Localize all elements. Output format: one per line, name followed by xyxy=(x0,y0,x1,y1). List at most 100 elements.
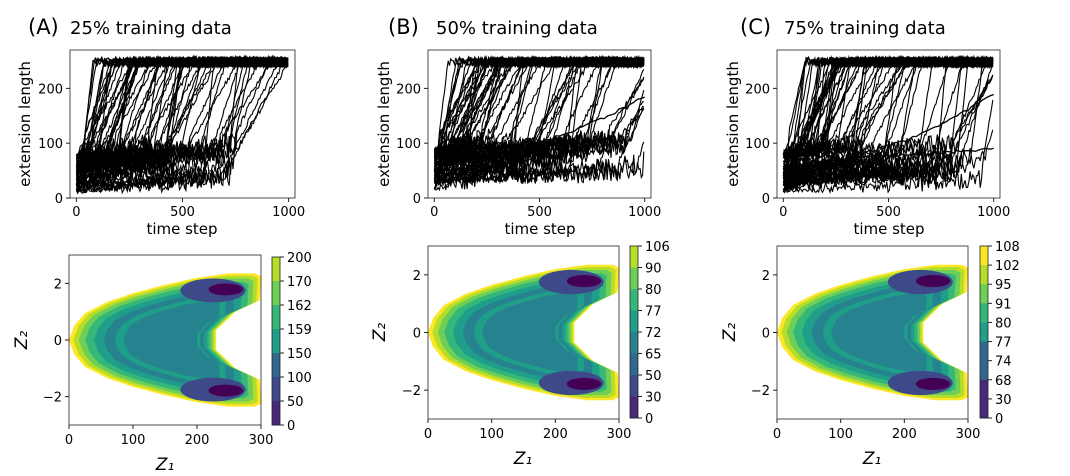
x-tick-label: 1000 xyxy=(628,205,661,220)
x-tick-label: 200 xyxy=(892,427,917,442)
y-tick-label: 2 xyxy=(54,277,62,292)
density-peak xyxy=(208,283,244,296)
trajectory-line xyxy=(782,75,994,182)
x-tick-label: 100 xyxy=(121,433,146,448)
panel-b-letter: (B) xyxy=(388,15,419,39)
x-tick-label: 500 xyxy=(170,205,195,220)
colorbar-segment xyxy=(630,332,638,354)
colorbar-tick-label: 90 xyxy=(645,262,662,277)
colorbar-segment xyxy=(980,322,988,343)
y-tick-label: 200 xyxy=(745,82,770,97)
colorbar-tick-label: 0 xyxy=(995,412,1003,427)
colorbar-segment xyxy=(272,377,280,402)
y-tick-label: 200 xyxy=(396,82,421,97)
colorbar-segment xyxy=(272,257,280,282)
colorbar-segment xyxy=(980,341,988,362)
colorbar-tick-label: 108 xyxy=(995,240,1020,255)
colorbar-segment xyxy=(272,401,280,426)
y-tick-label: 100 xyxy=(396,137,421,152)
colorbar-segment xyxy=(630,396,638,419)
colorbar-segment xyxy=(980,360,988,381)
colorbar-tick-label: 102 xyxy=(995,259,1020,274)
x-tick-label: 1000 xyxy=(272,205,305,220)
y-tick-label: 100 xyxy=(38,137,63,152)
trajectory-line xyxy=(782,54,994,178)
y-tick-label: 200 xyxy=(38,82,63,97)
trajectory-line xyxy=(75,55,289,195)
colorbar-segment xyxy=(980,246,988,266)
colorbar-segment xyxy=(980,284,988,304)
x-tick-label: 500 xyxy=(527,205,552,220)
trajectory-line xyxy=(782,100,994,195)
y-axis-label: extension length xyxy=(16,61,34,187)
colorbar-tick-label: 74 xyxy=(995,355,1012,370)
x-tick-label: 0 xyxy=(65,433,73,448)
x-tick-label: 300 xyxy=(249,433,274,448)
y-axis-label: extension length xyxy=(375,61,393,187)
colorbar-tick-label: 77 xyxy=(995,336,1012,351)
colorbar-segment xyxy=(980,265,988,285)
colorbar-tick-label: 0 xyxy=(645,412,653,427)
colorbar-segment xyxy=(630,375,638,397)
colorbar-segment xyxy=(630,310,638,333)
colorbar-tick-label: 0 xyxy=(287,419,295,434)
density-peak xyxy=(915,377,951,391)
colorbar-tick-label: 80 xyxy=(645,283,662,298)
density-peak xyxy=(566,274,602,288)
colorbar-tick-label: 72 xyxy=(645,326,662,341)
panel-b-title: 50% training data xyxy=(436,18,598,39)
y-tick-label: −2 xyxy=(402,384,421,399)
panel-c-title: 75% training data xyxy=(784,18,946,39)
colorbar-segment xyxy=(980,379,988,400)
panel-c-letter: (C) xyxy=(740,15,771,39)
colorbar-tick-label: 150 xyxy=(287,347,312,362)
density-contour xyxy=(839,298,920,367)
colorbar-segment xyxy=(630,289,638,311)
y-tick-label: 0 xyxy=(413,192,421,207)
colorbar-segment xyxy=(980,303,988,323)
x-axis-label: time step xyxy=(146,220,217,238)
x-tick-label: 100 xyxy=(479,427,504,442)
y-tick-label: −2 xyxy=(751,384,770,399)
trajectory-line xyxy=(782,75,994,165)
colorbar-tick-label: 65 xyxy=(645,348,662,363)
density-contour xyxy=(490,298,571,367)
x-tick-label: 0 xyxy=(72,205,80,220)
colorbar-tick-label: 162 xyxy=(287,299,312,314)
unfinished-trajectory-line xyxy=(846,93,994,156)
y-tick-label: −2 xyxy=(43,391,62,406)
colorbar-segment xyxy=(272,281,280,306)
x-tick-label: 300 xyxy=(607,427,632,442)
trajectory-line xyxy=(76,56,289,188)
trajectory-line xyxy=(434,56,645,168)
colorbar-tick-label: 95 xyxy=(995,278,1012,293)
y-axis-label: Z₂ xyxy=(370,323,390,343)
y-tick-label: 0 xyxy=(762,192,770,207)
unfinished-trajectory-line xyxy=(497,96,645,150)
colorbar-segment xyxy=(630,267,638,290)
x-tick-label: 1000 xyxy=(977,205,1010,220)
x-axis-label: Z₁ xyxy=(155,455,174,475)
x-tick-label: 0 xyxy=(773,427,781,442)
density-peak xyxy=(915,274,951,288)
colorbar-tick-label: 100 xyxy=(287,371,312,386)
y-axis-label: Z₂ xyxy=(12,331,32,351)
y-tick-label: 0 xyxy=(413,327,421,342)
trajectory-plot-c: 0 500 1000 0 100 200 time step extension leng… xyxy=(724,49,1010,238)
colorbar-frame xyxy=(979,245,989,419)
y-tick-label: 2 xyxy=(762,269,770,284)
density-contour xyxy=(132,306,213,374)
y-tick-label: 2 xyxy=(413,269,421,284)
x-tick-label: 0 xyxy=(430,205,438,220)
trajectory-line xyxy=(783,55,993,153)
x-axis-label: Z₁ xyxy=(513,449,532,469)
trajectory-line xyxy=(433,55,645,171)
y-axis-label: Z₂ xyxy=(720,323,740,343)
unfinished-trajectory-line xyxy=(846,147,994,159)
colorbar-tick-label: 106 xyxy=(645,240,670,255)
colorbar-tick-label: 68 xyxy=(995,374,1012,389)
panel-b-heading: (B) 50% training data xyxy=(388,15,598,39)
